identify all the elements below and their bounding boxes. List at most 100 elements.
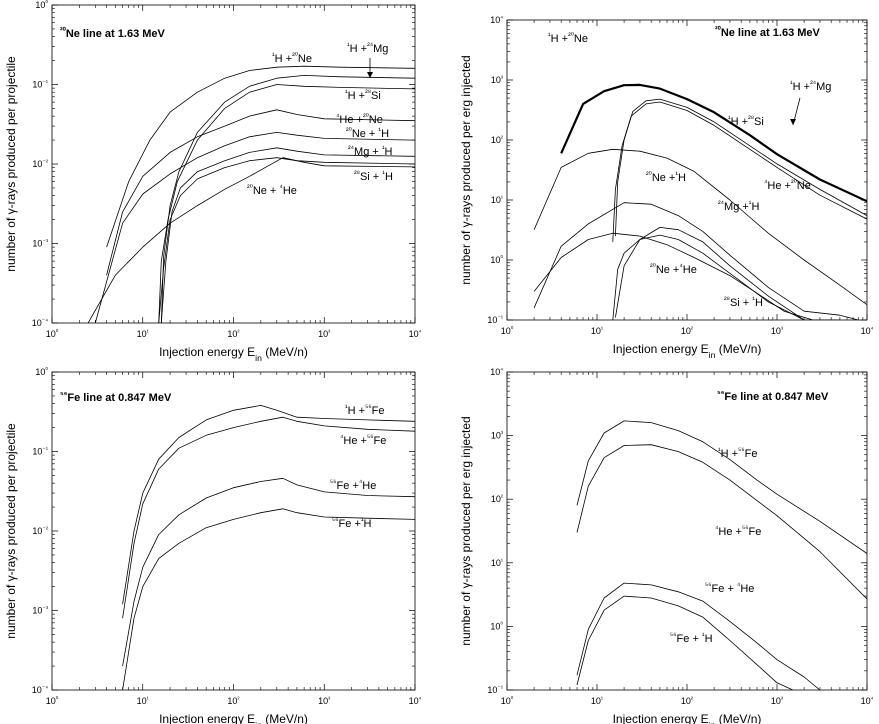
series-line-3	[106, 109, 415, 276]
series-label: ²⁸Si + ¹H	[354, 169, 393, 184]
y-tick-label: 10¹	[491, 557, 504, 568]
series-label: ⁴He +²⁰Ne	[336, 112, 383, 127]
panel-title: ⁵⁶Fe line at 0.847 MeV	[717, 389, 829, 404]
series-line-1	[122, 416, 415, 619]
y-tick-label: 10²	[491, 494, 504, 505]
series-label: ¹H +⁵⁶Fe	[718, 446, 757, 461]
series-line-6	[158, 157, 415, 323]
label-arrowhead	[790, 119, 796, 125]
y-tick-label: 10⁻²	[32, 159, 48, 170]
series-line-1	[160, 75, 415, 323]
y-tick-label: 10⁻³	[32, 605, 48, 616]
x-tick-label: 10¹	[591, 326, 604, 337]
series-label: ¹H +²⁴Mg	[790, 79, 831, 94]
x-axis-label: Injection energy Ein (MeV/n)	[613, 342, 762, 360]
panel-title: ⁵⁶Fe line at 0.847 MeV	[60, 390, 172, 405]
y-tick-label: 10⁻²	[32, 526, 48, 537]
series-label: ⁴He +⁵⁶Fe	[715, 524, 761, 539]
series-label: ¹H +²⁴Mg	[347, 41, 388, 56]
series-label: ²⁰Ne + ¹H	[346, 126, 389, 141]
y-tick-label: 10⁻⁴	[32, 318, 48, 329]
x-axis-label: Injection energy Ein (MeV/n)	[159, 712, 308, 724]
x-axis-label: Injection energy Ein (MeV/n)	[159, 345, 308, 363]
series-line-1	[615, 98, 867, 237]
x-tick-label: 10²	[227, 696, 240, 707]
x-tick-label: 10¹	[137, 329, 150, 340]
series-line-4	[94, 131, 415, 323]
series-label: ²⁰Ne + ⁴He	[247, 183, 297, 198]
x-tick-label: 10⁴	[409, 329, 422, 340]
series-line-3	[533, 148, 867, 306]
series-line-2	[576, 582, 821, 690]
panel-ne-per-erg: 10⁰ 10¹ 10² 10³ 10⁴10⁻¹10⁰10¹10²10³10⁴Inject…	[459, 15, 874, 361]
series-line-7	[612, 234, 840, 320]
series-label: ¹H +²⁰Ne	[272, 51, 312, 66]
x-tick-label: 10¹	[591, 696, 604, 707]
series-label: ⁵⁶Fe + ¹H	[670, 631, 713, 646]
y-tick-label: 10⁻⁴	[32, 685, 48, 696]
series-label: ¹H +²⁰Ne	[548, 31, 588, 46]
series-label: ²⁸Si + ¹H	[724, 295, 763, 310]
series-label: ²⁴Mg + ¹H	[348, 144, 393, 159]
y-tick-label: 10⁻¹	[487, 685, 503, 696]
x-tick-label: 10²	[681, 326, 694, 337]
series-label: ¹H +⁵⁶Fe	[345, 403, 384, 418]
y-axis-label: number of γ-rays produced per erg inject…	[459, 416, 473, 645]
series-label: ¹H +²⁸Si	[728, 114, 764, 129]
series-line-2	[158, 84, 415, 323]
series-line-0	[122, 404, 415, 605]
series-line-0	[560, 83, 867, 203]
x-tick-label: 10³	[318, 329, 331, 340]
series-label: ⁴He +⁵⁶Fe	[340, 433, 386, 448]
panel-fe-per-erg: 10⁰ 10¹ 10² 10³ 10⁴10⁻¹10⁰10¹10²10³10⁴Inject…	[459, 367, 874, 724]
series-line-4	[533, 202, 859, 320]
y-axis-label: number of γ-rays produced per erg inject…	[459, 55, 473, 284]
y-tick-label: 10⁰	[490, 621, 503, 632]
series-label: ⁵⁶Fe + ⁴He	[705, 581, 754, 596]
series-line-0	[106, 65, 415, 248]
y-tick-label: 10²	[491, 135, 504, 146]
series-label: ²⁰Ne +¹H	[646, 170, 686, 185]
x-tick-label: 10⁰	[501, 696, 514, 707]
panel-title: ²⁰Ne line at 1.63 MeV	[715, 25, 821, 40]
y-tick-label: 10⁴	[490, 367, 503, 378]
series-label: ⁴He +²⁰Ne	[764, 178, 811, 193]
x-tick-label: 10³	[771, 696, 784, 707]
x-tick-label: 10⁰	[501, 326, 514, 337]
x-tick-label: 10⁰	[46, 696, 59, 707]
series-line-3	[576, 595, 793, 690]
x-tick-label: 10⁴	[861, 326, 874, 337]
y-tick-label: 10⁻³	[32, 238, 48, 249]
y-tick-label: 10³	[491, 75, 504, 86]
x-tick-label: 10³	[318, 696, 331, 707]
series-label: ⁵⁶Fe +⁴He	[330, 478, 376, 493]
x-tick-label: 10⁰	[46, 329, 59, 340]
series-label: ²⁰Ne +⁴He	[650, 262, 697, 277]
y-tick-label: 10⁻¹	[32, 446, 48, 457]
x-axis-label: Injection energy Ein (MeV/n)	[613, 712, 762, 724]
series-line-0	[576, 420, 867, 554]
series-line-6	[533, 232, 813, 320]
y-tick-label: 10⁻¹	[32, 79, 48, 90]
panel-ne-per-projectile: 10⁰ 10¹ 10² 10³ 10⁴ 10⁻⁴ 10⁻³ 10⁻² 10⁻¹ 10⁰ Inject…	[4, 0, 422, 363]
series-label: ⁵⁶Fe +¹H	[332, 516, 372, 531]
y-tick-label: 10¹	[491, 195, 504, 206]
y-tick-label: 10⁰	[35, 367, 48, 378]
x-tick-label: 10³	[771, 326, 784, 337]
x-tick-label: 10⁴	[861, 696, 874, 707]
y-tick-label: 10⁰	[35, 0, 48, 10]
y-axis-label: number of γ-rays produced per projectile	[4, 56, 18, 272]
y-tick-label: 10⁴	[490, 15, 503, 26]
series-line-2	[612, 101, 867, 242]
y-tick-label: 10³	[491, 430, 504, 441]
y-tick-label: 10⁰	[490, 255, 503, 266]
series-line-1	[576, 444, 867, 600]
series-label: ²⁴Mg +¹H	[718, 199, 759, 214]
x-tick-label: 10¹	[137, 696, 150, 707]
panel-fe-per-projectile: 10⁰ 10¹ 10² 10³ 10⁴ 10⁻⁴ 10⁻³ 10⁻² 10⁻¹ 10⁰ Inject…	[4, 367, 422, 724]
label-arrowhead	[367, 72, 373, 78]
series-line-5	[160, 147, 415, 323]
series-line-7	[87, 157, 415, 323]
panel-title: ²⁰Ne line at 1.63 MeV	[60, 26, 166, 41]
